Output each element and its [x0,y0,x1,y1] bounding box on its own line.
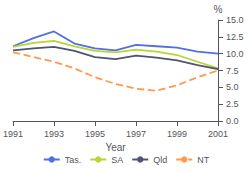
svg-text:15.0: 15.0 [226,15,244,25]
svg-text:1993: 1993 [44,129,64,139]
svg-text:10.0: 10.0 [226,49,244,59]
svg-text:Year: Year [105,142,126,153]
svg-text:Qld: Qld [153,155,167,165]
svg-text:%: % [214,4,223,15]
svg-text:12.5: 12.5 [226,32,244,42]
svg-text:NT: NT [197,155,209,165]
svg-text:5.0: 5.0 [226,82,239,92]
svg-text:1991: 1991 [3,129,23,139]
svg-text:2.5: 2.5 [226,99,239,109]
svg-text:Tas.: Tas. [65,155,82,165]
svg-text:1995: 1995 [85,129,105,139]
svg-text:0.0: 0.0 [226,116,239,126]
svg-text:2001: 2001 [208,129,228,139]
svg-text:1999: 1999 [167,129,187,139]
svg-text:SA: SA [111,155,123,165]
svg-text:1997: 1997 [126,129,146,139]
svg-text:7.5: 7.5 [226,66,239,76]
